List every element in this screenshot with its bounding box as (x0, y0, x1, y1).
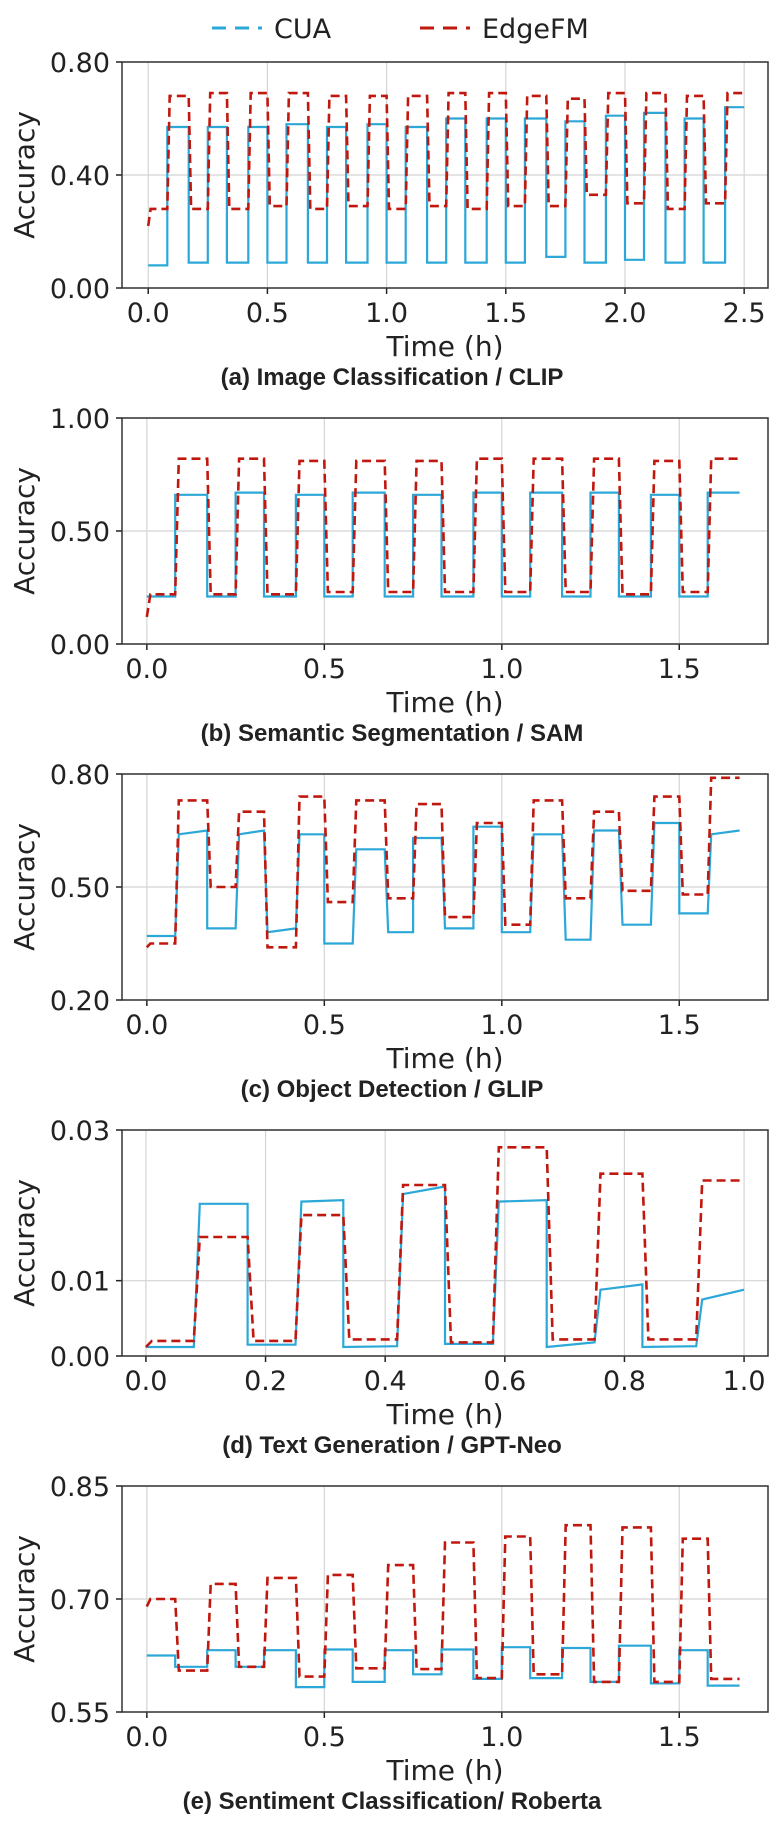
plot-frame (121, 61, 769, 289)
x-tick-label: 0.5 (303, 1722, 346, 1753)
x-tick-label: 1.5 (658, 1010, 701, 1041)
x-tick-label: 2.0 (603, 298, 646, 329)
y-tick-label: 0.00 (50, 630, 110, 661)
y-tick-label: 0.50 (50, 873, 110, 904)
chart-panel-e: 0.0 0.5 1.0 1.5 0.55 0.70 0.85 Time (h) Accuracy… (0, 1474, 784, 1830)
y-tick-label: 0.00 (50, 274, 110, 305)
x-tick-label: 0.5 (303, 1010, 346, 1041)
x-tick-label: 0.0 (125, 654, 168, 685)
series-line-edgefm (144, 1145, 745, 1348)
series-line-cua (145, 1185, 745, 1349)
chart-panel-b: 0.0 0.5 1.0 1.5 0.00 0.50 1.00 Time (h) Accuracy… (0, 406, 784, 762)
x-axis-label: Time (h) (385, 1042, 503, 1074)
chart-panel-a: 0.0 0.5 1.0 1.5 2.0 2.5 0.00 0.40 0.80 Time (h) Ac… (0, 50, 784, 406)
series-line-edgefm (145, 776, 740, 949)
x-tick-label: 1.5 (658, 1722, 701, 1753)
chart-a-plot: 0.0 0.5 1.0 1.5 2.0 2.5 0.00 0.40 0.80 Time (h) Ac… (8, 50, 769, 362)
x-tick-label: 1.5 (484, 298, 527, 329)
x-tick-label: 0.2 (244, 1366, 287, 1397)
y-tick-label: 0.80 (50, 762, 110, 791)
y-tick-label: 0.00 (50, 1342, 110, 1373)
series-line-edgefm (146, 91, 745, 227)
x-tick-label: 0.0 (125, 1010, 168, 1041)
chart-d-caption: (d) Text Generation / GPT-Neo (222, 1432, 562, 1459)
x-axis-label: Time (h) (385, 330, 503, 362)
x-tick-label: 0.4 (364, 1366, 407, 1397)
x-tick-label: 2.5 (723, 298, 766, 329)
legend-label-edgefm: EdgeFM (482, 14, 589, 45)
y-tick-label: 0.85 (50, 1474, 110, 1503)
y-tick-label: 0.80 (50, 50, 110, 79)
x-tick-label: 0.8 (603, 1366, 646, 1397)
x-tick-label: 1.0 (480, 1722, 523, 1753)
series-line-cua (146, 491, 740, 598)
plot-frame (121, 1129, 769, 1357)
y-axis-label: Accuracy (8, 467, 41, 595)
x-tick-label: 0.5 (303, 654, 346, 685)
chart-c-plot: 0.0 0.5 1.0 1.5 0.20 0.50 0.80 Time (h) Accuracy (8, 762, 769, 1074)
y-tick-label: 0.70 (50, 1585, 110, 1616)
x-tick-label: 1.0 (365, 298, 408, 329)
chart-d-plot: 0.0 0.2 0.4 0.6 0.8 1.0 0.00 0.01 0.03 Time (h) Ac… (8, 1118, 769, 1430)
chart-c-caption: (c) Object Detection / GLIP (240, 1076, 544, 1103)
x-tick-label: 1.0 (480, 1010, 523, 1041)
chart-b-caption: (b) Semantic Segmentation / SAM (200, 720, 584, 747)
y-tick-label: 0.40 (50, 161, 110, 192)
legend-label-cua: CUA (274, 14, 332, 45)
x-tick-label: 1.0 (480, 654, 523, 685)
x-tick-label: 0.6 (483, 1366, 526, 1397)
x-tick-label: 1.5 (658, 654, 701, 685)
x-tick-label: 0.0 (124, 1366, 167, 1397)
y-axis-label: Accuracy (8, 111, 41, 239)
x-tick-label: 0.5 (246, 298, 289, 329)
x-tick-label: 0.0 (125, 1722, 168, 1753)
y-tick-label: 0.50 (50, 517, 110, 548)
plot-frame (121, 773, 769, 1001)
y-tick-label: 1.00 (50, 406, 110, 435)
plot-frame (121, 417, 769, 645)
x-tick-label: 0.0 (127, 298, 170, 329)
chart-b-plot: 0.0 0.5 1.0 1.5 0.00 0.50 1.00 Time (h) Accuracy (8, 406, 769, 718)
chart-panel-c: 0.0 0.5 1.0 1.5 0.20 0.50 0.80 Time (h) Accuracy… (0, 762, 784, 1118)
legend: CUA EdgeFM (212, 14, 589, 45)
x-axis-label: Time (h) (385, 1754, 503, 1786)
x-axis-label: Time (h) (385, 1398, 503, 1430)
chart-e-caption: (e) Sentiment Classification/ Roberta (182, 1788, 602, 1815)
y-tick-label: 0.03 (50, 1118, 110, 1147)
y-axis-label: Accuracy (8, 823, 41, 951)
chart-e-plot: 0.0 0.5 1.0 1.5 0.55 0.70 0.85 Time (h) Accuracy (8, 1474, 769, 1786)
y-axis-label: Accuracy (8, 1535, 41, 1663)
series-line-cua (146, 1644, 740, 1689)
y-tick-label: 0.55 (50, 1698, 110, 1729)
series-line-edgefm (145, 457, 740, 618)
chart-a-caption: (a) Image Classification / CLIP (220, 364, 564, 391)
y-axis-label: Accuracy (8, 1179, 41, 1307)
y-tick-label: 0.20 (50, 986, 110, 1017)
x-axis-label: Time (h) (385, 686, 503, 718)
chart-panel-d: 0.0 0.2 0.4 0.6 0.8 1.0 0.00 0.01 0.03 Time (h) Ac… (0, 1118, 784, 1474)
x-tick-label: 1.0 (723, 1366, 766, 1397)
series-line-edgefm (145, 1523, 740, 1684)
y-tick-label: 0.01 (50, 1267, 110, 1298)
plot-frame (121, 1485, 769, 1713)
